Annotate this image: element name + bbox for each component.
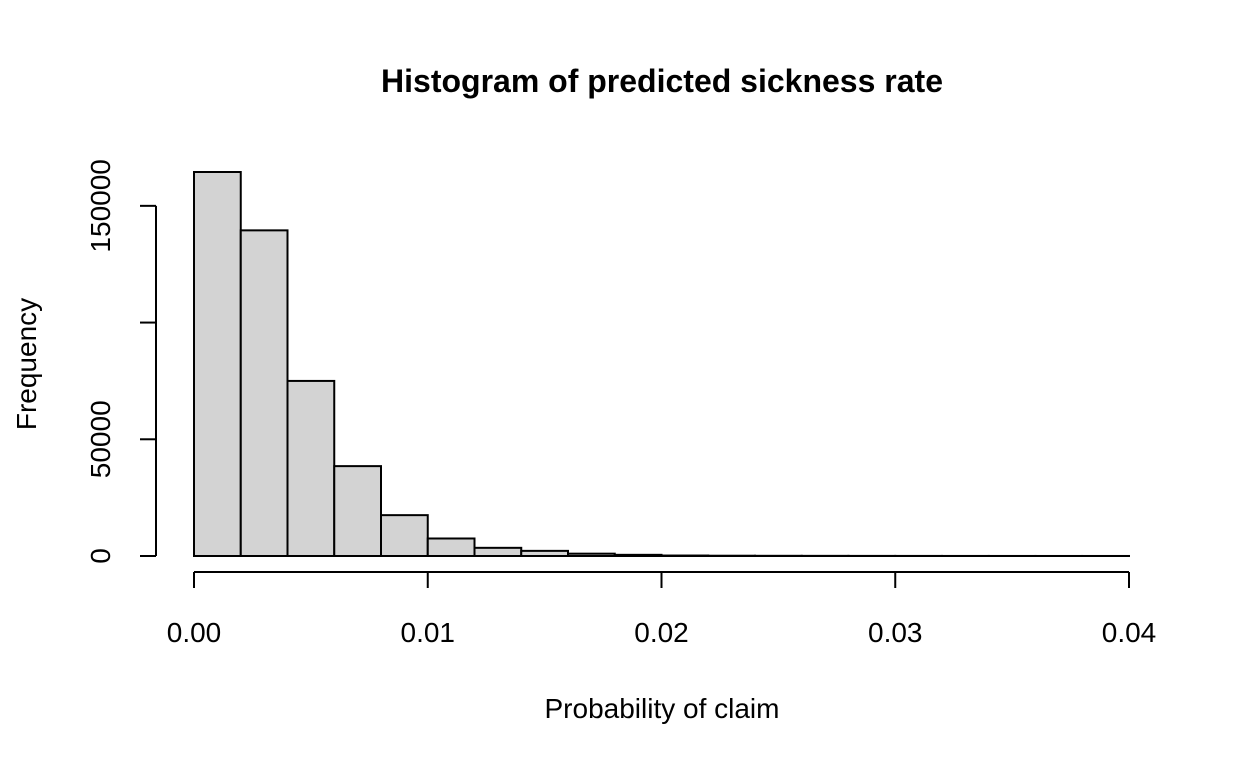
x-tick-label: 0.00 [167, 617, 222, 648]
histogram-bar [334, 466, 381, 556]
x-tick-label: 0.03 [868, 617, 923, 648]
y-tick-label: 0 [85, 548, 116, 564]
histogram-bar [381, 515, 428, 556]
histogram-bar [475, 548, 522, 556]
histogram-bar [194, 172, 241, 556]
histogram-bar [615, 555, 662, 556]
histogram-bar [288, 381, 335, 556]
y-tick-label: 50000 [85, 400, 116, 478]
chart-title: Histogram of predicted sickness rate [381, 63, 943, 99]
y-axis-label: Frequency [11, 298, 42, 430]
histogram-bar [568, 554, 615, 556]
histogram-bar [428, 538, 475, 556]
x-tick-label: 0.02 [634, 617, 689, 648]
x-tick-label: 0.01 [401, 617, 456, 648]
x-tick-label: 0.04 [1102, 617, 1157, 648]
histogram-bar [521, 551, 568, 556]
x-axis-label: Probability of claim [545, 693, 780, 724]
y-tick-label: 150000 [85, 159, 116, 252]
histogram-bar [241, 230, 288, 556]
